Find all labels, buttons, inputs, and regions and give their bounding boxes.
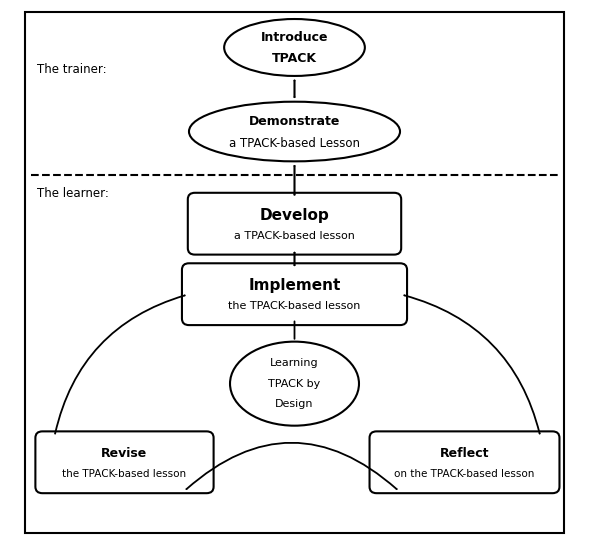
FancyArrowPatch shape	[404, 295, 540, 433]
Text: Demonstrate: Demonstrate	[249, 115, 340, 128]
FancyArrowPatch shape	[55, 295, 185, 433]
Ellipse shape	[224, 19, 365, 76]
FancyBboxPatch shape	[369, 432, 560, 493]
Text: Design: Design	[275, 399, 314, 409]
Text: Revise: Revise	[101, 447, 148, 460]
FancyBboxPatch shape	[35, 432, 214, 493]
Text: TPACK by: TPACK by	[269, 379, 320, 389]
Text: Learning: Learning	[270, 358, 319, 368]
Text: Reflect: Reflect	[440, 447, 489, 460]
Text: Implement: Implement	[249, 278, 340, 293]
Text: Develop: Develop	[260, 208, 329, 222]
Ellipse shape	[189, 102, 400, 161]
FancyBboxPatch shape	[188, 193, 401, 255]
Text: a TPACK-based Lesson: a TPACK-based Lesson	[229, 137, 360, 150]
Text: a TPACK-based lesson: a TPACK-based lesson	[234, 231, 355, 241]
Text: the TPACK-based lesson: the TPACK-based lesson	[62, 469, 187, 479]
Text: the TPACK-based lesson: the TPACK-based lesson	[229, 301, 360, 311]
Ellipse shape	[230, 342, 359, 426]
Text: TPACK: TPACK	[272, 52, 317, 65]
Text: The learner:: The learner:	[37, 187, 108, 201]
FancyBboxPatch shape	[25, 12, 564, 533]
FancyArrowPatch shape	[187, 443, 396, 489]
FancyBboxPatch shape	[182, 263, 407, 325]
Text: The trainer:: The trainer:	[37, 63, 106, 76]
Text: on the TPACK-based lesson: on the TPACK-based lesson	[394, 469, 535, 479]
Text: Introduce: Introduce	[261, 31, 328, 44]
